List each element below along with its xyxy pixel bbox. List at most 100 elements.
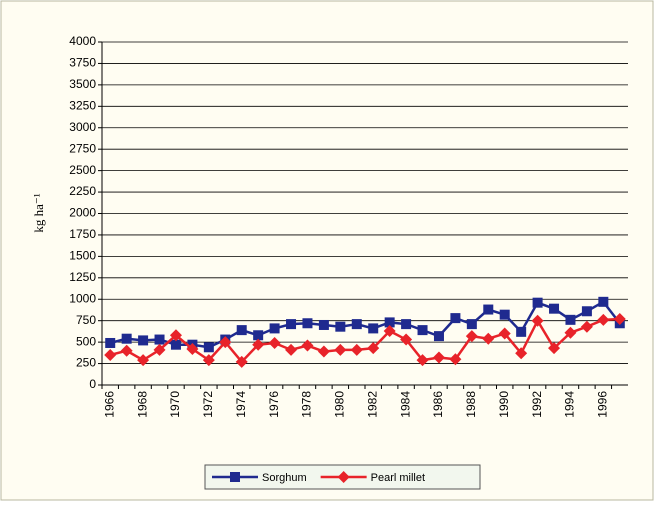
legend-label: Sorghum <box>262 472 307 484</box>
data-point <box>368 323 379 334</box>
data-point <box>285 343 298 356</box>
x-tick-label: 1996 <box>596 391 610 418</box>
data-point <box>269 323 280 334</box>
x-tick-label: 1968 <box>135 391 149 418</box>
data-point <box>105 337 116 348</box>
data-point <box>383 324 396 337</box>
data-point <box>202 354 215 367</box>
y-tick-label: 2000 <box>69 206 96 220</box>
y-tick-label: 0 <box>89 377 96 391</box>
y-tick-label: 500 <box>76 334 96 348</box>
x-tick-label: 1978 <box>300 391 314 418</box>
data-point <box>564 326 577 339</box>
y-tick-label: 2250 <box>69 184 96 198</box>
data-point <box>613 312 626 325</box>
data-point <box>416 354 429 367</box>
x-tick-label: 1982 <box>365 391 379 418</box>
data-point <box>466 319 477 330</box>
data-point <box>137 354 150 367</box>
data-point <box>498 327 511 340</box>
data-point <box>548 342 561 355</box>
legend-marker <box>337 471 350 483</box>
y-axis-label: kg ha⁻¹ <box>31 193 46 232</box>
y-tick-label: 4000 <box>69 34 96 48</box>
data-point <box>465 330 478 343</box>
data-point <box>203 342 214 353</box>
data-point <box>432 351 445 364</box>
x-tick-label: 1990 <box>497 391 511 418</box>
data-point <box>384 317 395 328</box>
data-point <box>351 319 362 330</box>
data-point <box>400 333 413 346</box>
data-point <box>301 339 314 352</box>
data-point <box>334 343 347 356</box>
data-point <box>483 304 494 315</box>
x-tick-label: 1976 <box>267 391 281 418</box>
data-point <box>120 344 133 357</box>
x-tick-label: 1966 <box>102 391 116 418</box>
y-tick-label: 3250 <box>69 98 96 112</box>
data-point <box>186 342 199 355</box>
x-tick-label: 1980 <box>333 391 347 418</box>
data-point <box>367 342 380 355</box>
x-tick-label: 1984 <box>398 391 412 418</box>
data-point <box>401 319 412 330</box>
data-point <box>235 355 248 368</box>
data-point <box>302 318 313 329</box>
data-point <box>516 326 527 337</box>
data-point <box>532 297 543 308</box>
y-tick-label: 3500 <box>69 77 96 91</box>
data-point <box>219 336 232 349</box>
y-tick-label: 2750 <box>69 141 96 155</box>
data-point <box>580 320 593 333</box>
data-point <box>268 336 281 349</box>
data-point <box>597 313 610 326</box>
data-point <box>317 345 330 358</box>
y-tick-label: 1250 <box>69 270 96 284</box>
data-point <box>252 338 265 351</box>
data-point <box>169 329 182 342</box>
x-tick-label: 1988 <box>464 391 478 418</box>
data-point <box>417 325 428 336</box>
data-point <box>121 333 132 344</box>
data-point <box>449 353 462 366</box>
data-point <box>104 348 117 361</box>
data-point <box>581 306 592 317</box>
y-tick-label: 750 <box>76 313 96 327</box>
data-point <box>154 334 165 345</box>
data-point <box>531 314 544 327</box>
data-point <box>565 314 576 325</box>
x-tick-label: 1992 <box>530 391 544 418</box>
x-tick-label: 1970 <box>168 391 182 418</box>
data-point <box>549 303 560 314</box>
data-point <box>153 343 166 356</box>
x-tick-label: 1994 <box>563 391 577 418</box>
y-tick-label: 1750 <box>69 227 96 241</box>
data-point <box>433 331 444 342</box>
data-point <box>499 309 510 320</box>
data-point <box>286 319 297 330</box>
data-point <box>350 343 363 356</box>
y-tick-label: 3000 <box>69 120 96 134</box>
data-point <box>236 325 247 336</box>
data-point <box>450 313 461 324</box>
data-point <box>598 296 609 307</box>
legend-label: Pearl millet <box>371 472 425 484</box>
data-point <box>515 347 528 360</box>
data-point <box>318 319 329 330</box>
data-point <box>170 339 181 350</box>
legend-marker <box>230 472 240 482</box>
y-tick-label: 2500 <box>69 163 96 177</box>
data-point <box>482 332 495 345</box>
data-point <box>335 321 346 332</box>
data-point <box>138 335 149 346</box>
y-tick-label: 3750 <box>69 56 96 70</box>
x-tick-label: 1974 <box>234 391 248 418</box>
data-point <box>253 330 264 341</box>
x-tick-label: 1972 <box>201 391 215 418</box>
y-tick-label: 250 <box>76 356 96 370</box>
y-tick-label: 1000 <box>69 291 96 305</box>
